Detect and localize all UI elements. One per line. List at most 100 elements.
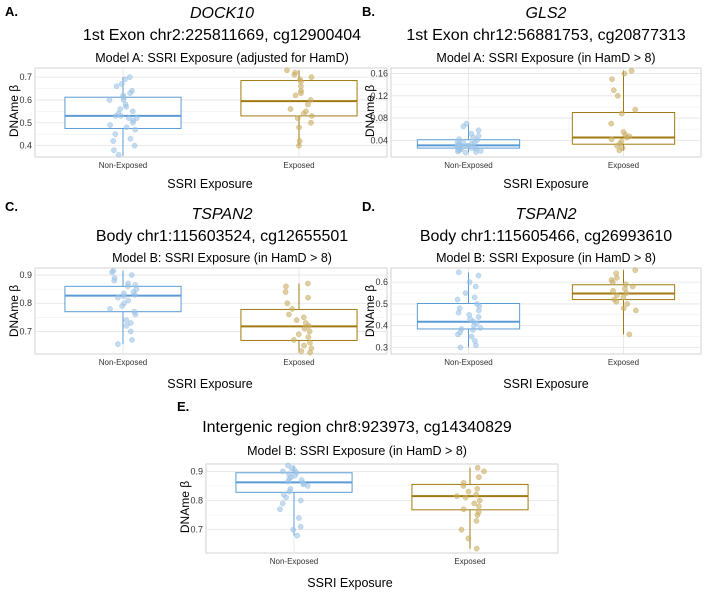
data-point [307, 97, 314, 103]
x-axis-label: SSRI Exposure [307, 576, 393, 590]
data-point [277, 506, 283, 513]
data-point [132, 291, 138, 298]
jitter-points [608, 267, 639, 338]
box-non-exposed [416, 120, 521, 156]
data-point [300, 314, 307, 321]
data-point [305, 294, 311, 301]
data-point [608, 136, 615, 143]
x-tick-label: Exposed [283, 161, 314, 170]
data-point [132, 311, 139, 318]
data-point [623, 134, 630, 141]
data-point [301, 342, 307, 349]
data-point [465, 535, 472, 542]
iqr-box [411, 483, 529, 511]
data-point [123, 317, 130, 324]
data-point [107, 306, 113, 312]
data-point [308, 119, 314, 126]
location-title: Intergenic region chr8:923973, cg1434082… [202, 419, 512, 436]
panel-a: A. DOCK10 1st Exon chr2:225811669, cg129… [5, 4, 388, 191]
data-point [470, 134, 477, 141]
data-point [475, 307, 482, 314]
data-point [632, 267, 639, 274]
data-point [127, 320, 134, 326]
data-point [293, 317, 300, 324]
data-point [119, 303, 125, 309]
data-point [286, 488, 293, 495]
data-point [125, 297, 132, 304]
data-point [474, 512, 481, 518]
data-point [464, 143, 470, 149]
data-point [468, 333, 475, 340]
data-point [282, 289, 289, 295]
data-point [618, 110, 625, 117]
plot-area: 0.04 0.08 0.12 0.16 Non-Exposed Exposed [370, 67, 702, 170]
data-point [127, 90, 133, 96]
data-point [124, 283, 131, 290]
plot-area: 0.3 0.4 0.5 0.6 Non-Exposed Exposed [375, 267, 702, 367]
x-tick-label: Non-Exposed [99, 161, 147, 170]
data-point [609, 279, 616, 286]
data-point [115, 341, 121, 347]
data-point [291, 337, 297, 343]
box-non-exposed [64, 267, 182, 347]
data-point [476, 497, 483, 504]
panel-c: C. TSPAN2 Body chr1:115603524, cg1265550… [5, 199, 388, 391]
data-point [628, 67, 635, 74]
data-point [476, 474, 482, 480]
data-point [305, 334, 312, 340]
data-point [132, 126, 139, 133]
data-point [474, 464, 481, 471]
x-tick-label: Exposed [283, 358, 314, 367]
iqr-box [571, 112, 676, 145]
data-point [608, 120, 615, 127]
data-point [473, 545, 480, 552]
x-tick-label: Exposed [608, 161, 639, 170]
plot-area: 0.7 0.8 0.9 Non-Exposed Exposed [19, 267, 388, 367]
data-point [285, 462, 291, 469]
gene-title: TSPAN2 [515, 206, 576, 223]
data-point [113, 83, 120, 90]
data-point [296, 142, 302, 149]
data-point [118, 81, 125, 87]
data-point [460, 506, 467, 513]
box-non-exposed [235, 462, 353, 539]
data-point [117, 113, 124, 119]
y-tick-label: 0.6 [19, 95, 32, 105]
box-exposed [411, 464, 529, 552]
data-point [455, 269, 462, 276]
data-point [130, 119, 136, 126]
x-tick-label: Non-Exposed [99, 358, 147, 367]
data-point [614, 92, 621, 99]
data-point [279, 500, 286, 507]
data-point [280, 468, 286, 475]
x-tick-label: Non-Exposed [444, 161, 492, 170]
data-point [466, 279, 473, 286]
data-point [610, 87, 617, 94]
data-point [621, 70, 628, 77]
data-point [473, 342, 479, 349]
data-point [473, 518, 480, 524]
data-point [623, 290, 630, 296]
data-point [289, 306, 296, 312]
plot-area: 0.4 0.5 0.6 0.7 Non-Exposed Exposed [19, 67, 388, 170]
data-point [460, 123, 467, 130]
data-point [294, 115, 301, 122]
data-point [110, 138, 117, 144]
jitter-points [106, 74, 140, 158]
location-title: 1st Exon chr2:225811669, cg12900404 [83, 27, 361, 44]
model-subtitle: Model A: SSRI Exposure (in HamD > 8) [436, 51, 655, 65]
y-tick-label: 0.7 [19, 72, 32, 82]
model-subtitle: Model B: SSRI Exposure (in HamD > 8) [247, 444, 467, 458]
data-point [291, 71, 298, 78]
data-point [455, 148, 461, 155]
data-point [298, 90, 304, 96]
data-point [473, 149, 479, 155]
y-tick-label: 0.5 [375, 299, 388, 309]
y-tick-label: 0.8 [190, 495, 203, 505]
data-point [474, 485, 481, 492]
jitter-points [284, 67, 315, 149]
data-point [614, 143, 620, 149]
location-title: Body chr1:115603524, cg12655501 [96, 228, 348, 245]
data-point [127, 135, 134, 142]
y-axis-label: DNAme β [7, 285, 21, 337]
